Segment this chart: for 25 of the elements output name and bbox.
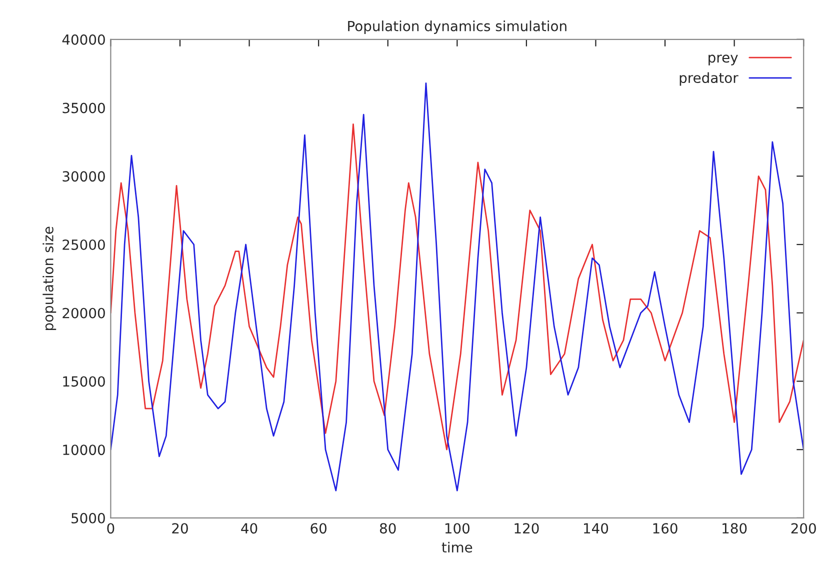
y-tick-label: 30000 — [62, 171, 105, 182]
y-tick-label: 25000 — [62, 239, 105, 250]
x-tick-label: 140 — [584, 523, 608, 534]
legend-label: prey — [708, 54, 738, 66]
x-axis-title: time — [442, 542, 472, 553]
x-tick-label: 120 — [514, 523, 539, 534]
y-tick-label: 20000 — [62, 308, 105, 318]
x-tick-label: 100 — [445, 523, 470, 534]
x-tick-label: 200 — [791, 523, 816, 534]
chart-title: Population dynamics simulation — [348, 20, 566, 34]
x-tick-label: 160 — [653, 523, 678, 534]
legend-label: predator — [680, 72, 738, 86]
x-tick-label: 80 — [380, 523, 396, 534]
y-tick-label: 40000 — [62, 34, 105, 45]
x-tick-label: 60 — [310, 523, 326, 534]
x-tick-label: 0 — [107, 523, 114, 534]
y-tick-label: 5000 — [72, 512, 105, 524]
y-tick-label: 10000 — [63, 444, 105, 456]
x-tick-label: 180 — [722, 523, 747, 534]
x-tick-label: 40 — [241, 523, 258, 534]
y-axis-title: population size — [42, 226, 56, 330]
line-series — [110, 123, 804, 450]
y-tick-label: 15000 — [63, 376, 105, 387]
y-tick-label: 35000 — [62, 102, 105, 114]
x-tick-label: 20 — [172, 523, 188, 534]
